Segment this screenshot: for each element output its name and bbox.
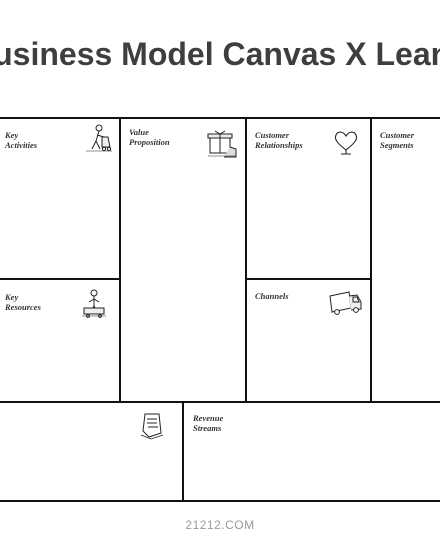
delivery-truck-icon [329,291,362,315]
revenue-streams-label: Revenue Streams [193,413,224,433]
value-proposition-block: Value Proposition [121,119,245,401]
key-activities-block: Key Activities [0,119,119,278]
revenue-streams-block: Revenue Streams [184,403,440,500]
canvas-top-border [0,117,440,119]
cost-structure-block [0,403,182,500]
canvas-bottom-border [0,500,440,502]
heart-icon [334,131,358,155]
divider-channels [245,278,372,280]
divider-cost-revenue [182,401,184,502]
key-activities-label: Key Activities [5,130,38,150]
value-proposition-label: Value Proposition [129,127,170,147]
footer-watermark: 21212.COM [185,518,255,532]
divider-key-resources [0,278,121,280]
channels-block: Channels [247,280,370,401]
price-tag-icon [140,413,164,440]
gift-box-icon [207,130,237,158]
worker-with-boxes-icon [82,289,106,318]
divider-customer-relationships [370,117,372,403]
customer-relationships-label: Customer Relationships [255,130,303,150]
customer-segments-block: Customer Segments [372,119,440,401]
divider-value-proposition [245,117,247,403]
channels-label: Channels [255,291,289,301]
key-resources-label: Key Resources [5,292,41,312]
key-resources-block: Key Resources [0,280,119,401]
divider-key-activities [119,117,121,403]
canvas-middle-border [0,401,440,403]
page-title: Business Model Canvas X Lean Canvas [0,36,440,72]
customer-relationships-block: Customer Relationships [247,119,370,278]
customer-segments-label: Customer Segments [380,130,415,150]
worker-with-cart-icon [86,124,112,152]
